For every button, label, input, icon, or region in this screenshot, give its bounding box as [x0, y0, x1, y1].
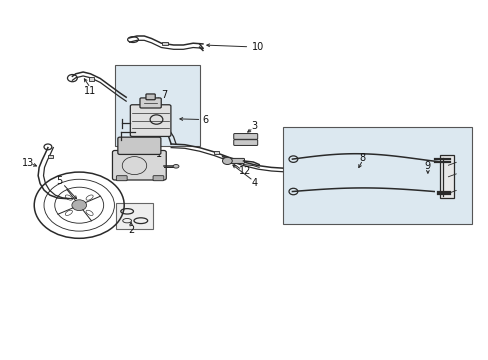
Text: 6: 6: [202, 114, 208, 125]
FancyBboxPatch shape: [130, 105, 171, 136]
Bar: [439, 155, 453, 198]
FancyBboxPatch shape: [118, 137, 161, 154]
Text: 2: 2: [128, 225, 134, 235]
Text: 12: 12: [239, 166, 251, 176]
FancyBboxPatch shape: [233, 134, 257, 139]
Bar: [214, 151, 219, 154]
Text: 5: 5: [57, 176, 62, 186]
Text: 3: 3: [251, 121, 257, 131]
Bar: [89, 77, 94, 81]
Text: 8: 8: [359, 153, 365, 163]
FancyBboxPatch shape: [233, 140, 257, 145]
FancyBboxPatch shape: [112, 150, 166, 180]
Bar: [162, 42, 168, 45]
Text: 10: 10: [251, 42, 264, 52]
Bar: [48, 155, 53, 158]
Text: 11: 11: [84, 86, 97, 96]
Circle shape: [222, 157, 232, 165]
Text: 9: 9: [424, 161, 430, 171]
FancyBboxPatch shape: [116, 176, 127, 181]
FancyBboxPatch shape: [153, 176, 163, 181]
Text: 13: 13: [22, 158, 35, 168]
FancyBboxPatch shape: [145, 94, 155, 100]
Circle shape: [72, 200, 86, 211]
Ellipse shape: [173, 165, 179, 168]
FancyBboxPatch shape: [140, 98, 161, 108]
Bar: [115, 65, 200, 146]
Text: 1: 1: [156, 149, 162, 159]
Text: 7: 7: [162, 90, 167, 100]
Bar: [282, 127, 471, 224]
Bar: [116, 203, 153, 229]
FancyBboxPatch shape: [227, 158, 244, 163]
Text: 4: 4: [251, 178, 257, 188]
